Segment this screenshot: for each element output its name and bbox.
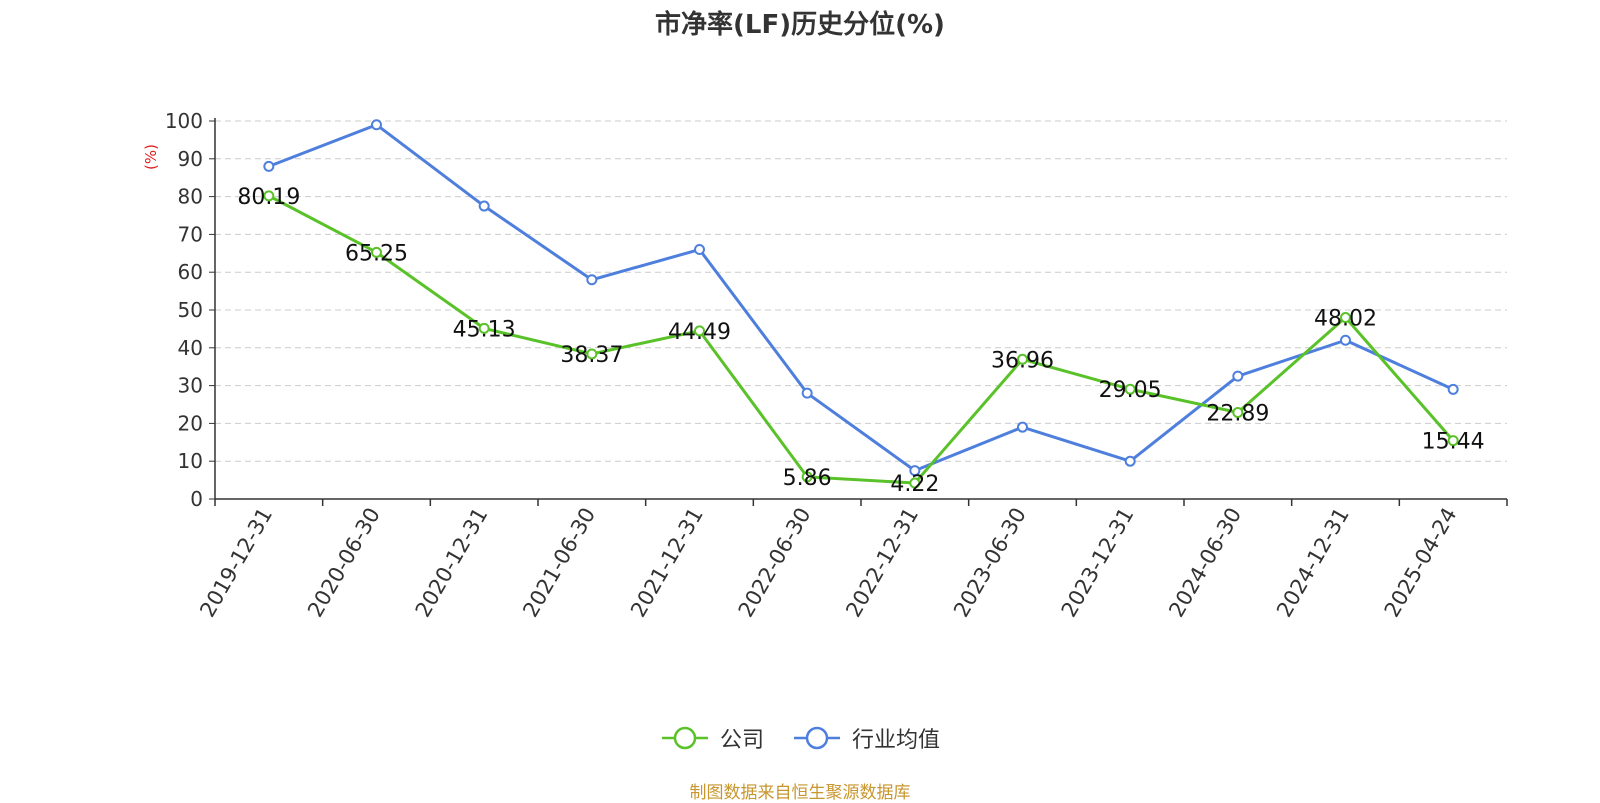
legend-circle	[673, 726, 697, 750]
axes: 0 10 20 30 40 50 60 70 80 90 100 2019-12-31 2020-06-…	[165, 109, 1508, 622]
data-label: 44.49	[668, 320, 731, 345]
line-chart: 0 10 20 30 40 50 60 70 80 90 100 2019-12-31 2020-06-…	[142, 109, 1508, 622]
y-tick-label: 50	[178, 298, 203, 322]
x-tick-label: 2021-06-30	[518, 504, 600, 622]
y-tick-label: 20	[178, 411, 203, 435]
x-tick-label: 2020-06-30	[303, 504, 385, 622]
x-tick-label: 2019-12-31	[195, 504, 277, 622]
x-tick-label: 2022-12-31	[841, 503, 923, 621]
data-label: 5.86	[783, 466, 832, 491]
series-line-company	[268, 194, 1455, 485]
data-point-company	[909, 477, 921, 489]
data-label: 36.96	[991, 348, 1054, 373]
data-source-note: 制图数据来自恒生聚源数据库	[689, 783, 911, 803]
legend-marker-icon	[661, 726, 708, 750]
legend: 公司 行业均值	[0, 722, 1600, 754]
data-point-industry	[1017, 421, 1028, 433]
data-point-industry	[371, 119, 382, 131]
data-point-industry	[694, 244, 705, 256]
y-tick-label: 60	[178, 260, 203, 284]
data-point-industry	[1340, 334, 1351, 346]
data-label: 45.13	[453, 317, 516, 342]
data-label: 29.05	[1099, 378, 1162, 403]
y-tick-label: 0	[190, 487, 203, 511]
y-tick-label: 30	[178, 374, 203, 398]
y-tick-label: 40	[178, 336, 203, 360]
data-point-company	[694, 325, 705, 337]
data-point-company	[1124, 383, 1136, 395]
y-tick-label: 10	[178, 449, 203, 473]
legend-circle	[805, 726, 829, 750]
data-point-company	[263, 190, 275, 202]
grid-lines	[215, 120, 1507, 462]
data-label: 22.89	[1206, 401, 1269, 426]
data-label: 65.25	[345, 241, 408, 266]
legend-item-company[interactable]: 公司	[660, 722, 764, 754]
data-point-company	[371, 246, 382, 258]
data-point-industry	[801, 387, 813, 399]
data-point-company	[1232, 406, 1244, 418]
data-point-company	[1447, 435, 1459, 447]
data-point-industry	[1124, 455, 1136, 467]
series-lines	[263, 119, 1459, 489]
data-label: 48.02	[1314, 306, 1377, 331]
data-point-company	[1340, 311, 1351, 323]
data-point-industry	[586, 274, 598, 286]
data-point-industry	[1232, 370, 1244, 382]
x-tick-label: 2024-06-30	[1164, 504, 1246, 622]
series-line-industry	[268, 123, 1454, 473]
data-point-company	[586, 348, 598, 360]
data-labels: 80.19 65.25 45.13 38.37 44.49 5.86 4.22 36.96 29…	[237, 185, 1484, 497]
x-tick-label: 2020-12-31	[411, 503, 493, 621]
x-tick-label: 2021-12-31	[626, 504, 708, 622]
x-tick-label: 2025-04-24	[1380, 504, 1462, 622]
y-tick-label: 70	[178, 222, 203, 246]
x-tick-label: 2022-06-30	[734, 504, 816, 622]
data-point-company	[1017, 353, 1028, 365]
data-point-industry	[263, 160, 275, 172]
y-tick-label: 80	[178, 185, 203, 209]
y-tick-label: 100	[165, 109, 203, 133]
chart-title: 市净率(LF)历史分位(%)	[655, 10, 945, 40]
data-label: 80.19	[237, 185, 300, 210]
data-label: 4.22	[890, 472, 939, 497]
x-tick-label: 2023-12-31	[1057, 504, 1139, 622]
legend-label: 公司	[719, 728, 764, 753]
x-tick-label: 2023-06-30	[949, 504, 1031, 622]
data-point-company	[801, 471, 813, 483]
data-point-industry	[909, 465, 921, 477]
legend-label: 行业均值	[852, 728, 941, 753]
legend-item-industry[interactable]: 行业均值	[792, 722, 940, 754]
data-label: 38.37	[560, 343, 623, 368]
x-tick-label: 2024-12-31	[1272, 504, 1354, 622]
y-tick-label: 90	[178, 147, 203, 171]
y-axis-label: (%)	[142, 144, 160, 170]
data-point-industry	[478, 200, 490, 212]
data-label: 15.44	[1422, 430, 1485, 455]
legend-marker-icon	[794, 726, 840, 750]
data-point-company	[478, 322, 490, 334]
data-point-industry	[1447, 383, 1459, 395]
